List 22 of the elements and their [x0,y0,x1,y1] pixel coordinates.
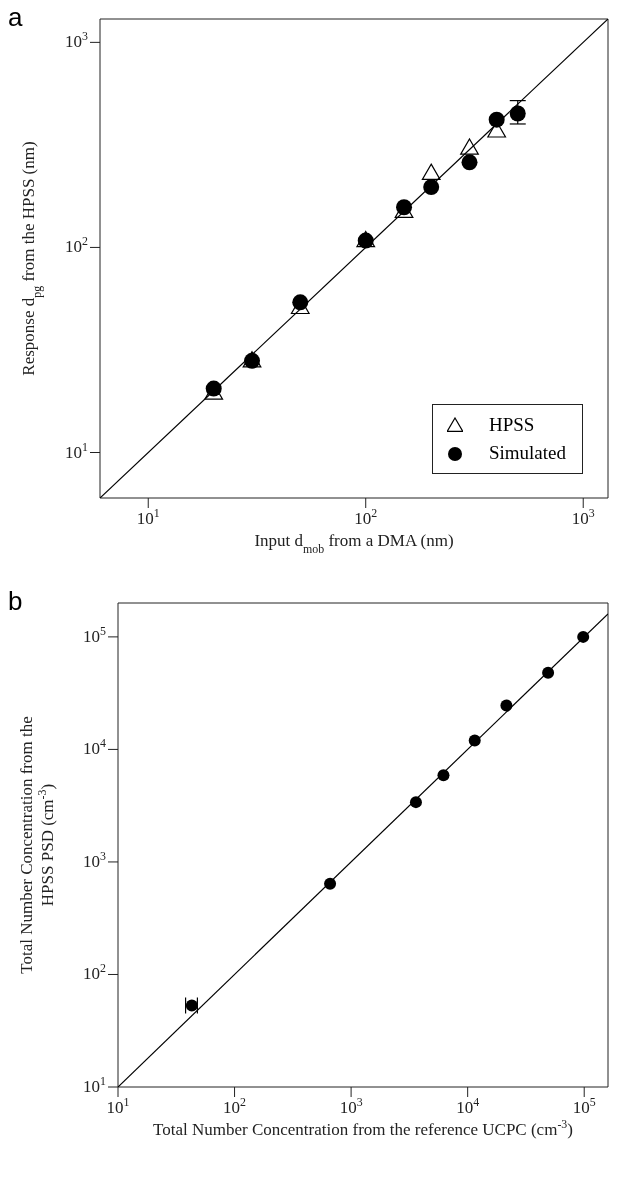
x-axis-title: Total Number Concentration from the reference UCPC (cm$^{-3}$) [153,1117,573,1139]
y-tick-label: 10$^{4}$ [83,736,107,759]
chart-title: a [8,2,23,33]
x-tick-label: 10$^{2}$ [223,1095,247,1117]
x-tick-label: 10$^{1}$ [106,1095,130,1117]
x-tick-label: 10$^{2}$ [354,506,378,528]
legend-label: HPSS [488,413,535,437]
x-tick-label: 10$^{1}$ [136,506,160,528]
x-axis-title: Input d$_{mob}$ from a DMA (nm) [254,531,454,556]
y-tick-label: 10$^{1}$ [83,1074,107,1096]
chart-title: b [8,586,23,617]
x-tick-label: 10$^{4}$ [456,1095,480,1117]
y-tick-label: 10$^{3}$ [83,848,107,871]
y-tick-label: 10$^{2}$ [83,961,107,984]
y-tick-label: 10$^{2}$ [65,234,89,257]
legend-label: Simulated [488,441,566,465]
x-tick-label: 10$^{5}$ [572,1095,596,1117]
x-tick-label: 10$^{3}$ [339,1095,363,1117]
y-tick-label: 10$^{3}$ [65,29,89,52]
y-tick-label: 10$^{1}$ [65,439,89,462]
y-tick-label: 10$^{5}$ [83,623,107,646]
x-tick-label: 10$^{3}$ [571,506,595,528]
